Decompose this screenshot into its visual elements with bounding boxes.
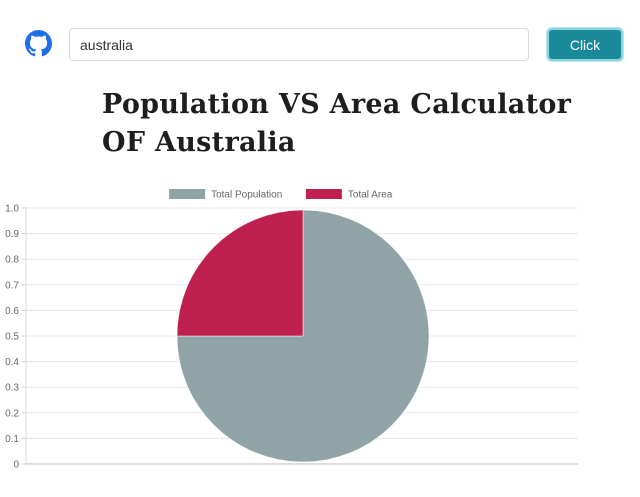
pie-slices: [176, 209, 430, 463]
legend-label[interactable]: Total Population: [211, 190, 282, 201]
y-tick-label: 0.5: [5, 332, 19, 343]
legend-swatch[interactable]: [169, 189, 206, 199]
y-tick-label: 0.4: [5, 357, 19, 368]
y-tick-label: 0.6: [5, 306, 19, 317]
y-tick-label: 0: [13, 460, 19, 471]
legend-swatch[interactable]: [305, 189, 342, 199]
pie-slice-total-area[interactable]: [176, 209, 304, 337]
y-tick-label: 0.1: [5, 434, 19, 445]
pie-slice-total-population[interactable]: [176, 209, 430, 463]
y-tick-label: 1.0: [5, 204, 19, 215]
y-tick-label: 0.7: [5, 280, 19, 291]
y-axis-ticks: 1.0 0.9 0.8 0.7 0.6 0.5 0.4 0.3 0.2 0.1 0: [5, 204, 19, 471]
y-tick-label: 0.3: [5, 383, 19, 394]
top-bar: Click: [0, 0, 640, 90]
search-input[interactable]: [69, 28, 529, 61]
page-title: Population VS Area Calculator OF Austral…: [102, 89, 572, 158]
legend-label[interactable]: Total Area: [348, 190, 393, 201]
y-tick-label: 0.8: [5, 255, 19, 266]
population-area-chart: 1.0 0.9 0.8 0.7 0.6 0.5 0.4 0.3 0.2 0.1 0 Total Po…: [5, 189, 578, 471]
click-button[interactable]: Click: [547, 28, 623, 61]
chart-legend: Total Population Total Area: [169, 189, 393, 201]
y-tick-label: 0.2: [5, 408, 19, 419]
y-tick-label: 0.9: [5, 229, 19, 240]
github-icon[interactable]: [25, 30, 52, 57]
